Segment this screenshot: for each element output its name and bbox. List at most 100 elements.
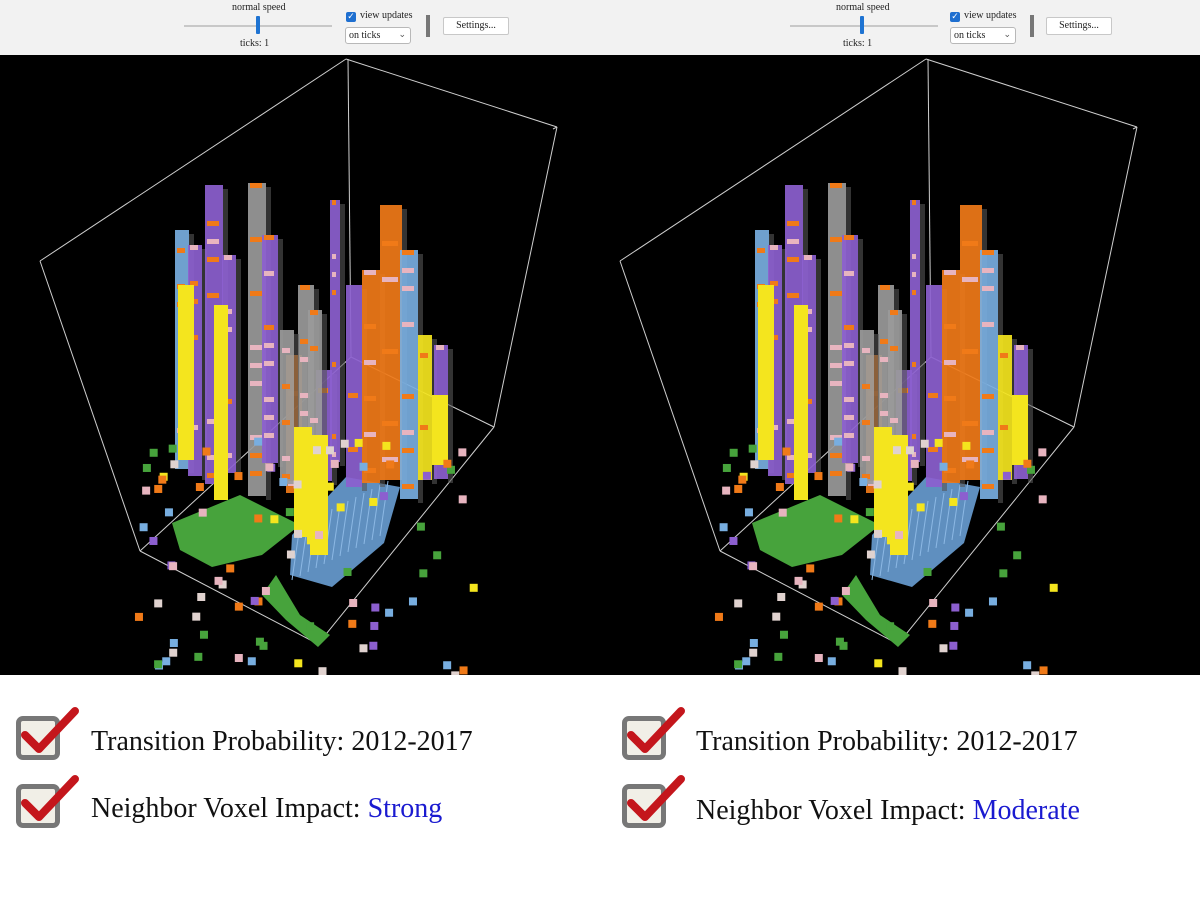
voxel-cell <box>962 349 978 354</box>
voxel-cell <box>169 562 178 571</box>
voxel-cell <box>402 286 414 291</box>
voxel-cell <box>874 529 883 538</box>
ticks-label: ticks: 1 <box>843 38 873 49</box>
voxel-cell <box>1038 495 1047 504</box>
voxel-cell <box>862 456 870 461</box>
voxel-cell <box>224 255 232 260</box>
speed-slider-thumb[interactable] <box>860 16 864 34</box>
checkbox-transition-right[interactable] <box>622 707 685 760</box>
voxel-cell <box>845 463 854 472</box>
voxel-cell <box>949 641 958 650</box>
voxel-cell <box>443 459 452 468</box>
checkbox-neighbor-left[interactable] <box>16 775 79 828</box>
voxel-cell <box>300 411 310 416</box>
voxel-cell <box>835 637 844 646</box>
voxel-cell <box>912 290 916 295</box>
voxel-cell <box>982 250 994 255</box>
legend-row: Neighbor Voxel Impact: Strong Neighbor V… <box>0 775 1200 836</box>
checkmark-icon <box>627 775 685 821</box>
voxel-cell <box>777 592 786 601</box>
voxel-tower-side <box>782 249 787 480</box>
voxel-cell <box>905 446 914 455</box>
voxel-cell <box>402 268 414 273</box>
voxel-cell <box>866 550 875 559</box>
voxel-tower <box>346 285 362 487</box>
checkbox-transition-left[interactable] <box>16 707 79 760</box>
voxel-cell <box>265 463 274 472</box>
voxel-cell <box>734 599 743 608</box>
voxel-cell <box>250 291 262 296</box>
voxel-cell <box>318 667 327 675</box>
view-updates-checkbox[interactable]: ✓ <box>346 12 356 22</box>
voxel-tower-yellow <box>214 305 228 500</box>
voxel-cell <box>270 515 279 524</box>
voxel-cell <box>285 508 294 517</box>
voxel-cell <box>264 361 274 366</box>
voxel-cell <box>364 324 376 329</box>
voxel-cell <box>207 455 219 460</box>
voxel-cell <box>214 576 223 585</box>
voxel-cell <box>142 486 151 495</box>
update-mode-select[interactable]: on ticks ⌄ <box>950 27 1016 44</box>
voxel-tower-yellow <box>890 435 908 555</box>
bounding-box-edge <box>552 126 558 130</box>
speed-slider-thumb[interactable] <box>256 16 260 34</box>
voxel-cell <box>336 503 345 512</box>
settings-button[interactable]: Settings... <box>443 17 509 35</box>
voxel-cell <box>798 580 807 589</box>
checkmark-icon <box>627 707 685 753</box>
voxel-cell <box>844 397 854 402</box>
voxel-cell <box>944 324 956 329</box>
voxel-cell <box>916 503 925 512</box>
voxel-cell <box>830 237 842 242</box>
view-updates-checkbox[interactable]: ✓ <box>950 12 960 22</box>
voxel-tower-yellow <box>432 395 448 465</box>
voxel-cell <box>939 462 948 471</box>
voxel-cell <box>895 531 904 540</box>
voxel-cell <box>944 396 956 401</box>
update-mode-select[interactable]: on ticks ⌄ <box>345 27 411 44</box>
voxel-cell <box>234 602 243 611</box>
voxel-cell <box>929 599 938 608</box>
voxel-cell <box>912 362 916 367</box>
voxel-tower-side <box>448 349 453 483</box>
voxel-cell <box>892 446 901 455</box>
settings-button[interactable]: Settings... <box>1046 17 1112 35</box>
speed-slider[interactable] <box>790 25 938 27</box>
voxel-cell <box>379 492 388 501</box>
voxel-cell <box>982 484 994 489</box>
voxel-cell <box>279 478 288 487</box>
voxel-cell <box>910 459 919 468</box>
voxel-cell <box>402 322 414 327</box>
voxel-cell <box>830 435 842 440</box>
checkmark-icon <box>21 707 79 753</box>
voxel-tower <box>910 200 920 462</box>
voxel-cell <box>951 603 960 612</box>
voxel-cell <box>190 245 198 250</box>
voxel-tower <box>400 250 418 499</box>
voxel-cell <box>920 439 929 448</box>
voxel-cell <box>898 667 907 675</box>
3d-viewport[interactable] <box>0 55 1200 675</box>
voxel-cell <box>748 444 757 453</box>
bounding-box-edge <box>897 426 1075 645</box>
voxel-cell <box>420 353 428 358</box>
voxel-cell <box>944 468 956 473</box>
voxel-cell <box>192 612 201 621</box>
voxel-tower <box>998 335 1012 480</box>
voxel-cell <box>402 448 414 453</box>
voxel-cell <box>714 612 723 621</box>
voxel-cell <box>282 384 290 389</box>
voxel-cell <box>348 393 358 398</box>
voxel-cell <box>343 567 352 576</box>
voxel-ground-green <box>262 575 330 647</box>
voxel-cell <box>300 285 310 290</box>
voxel-cell <box>770 245 778 250</box>
checkbox-neighbor-right[interactable] <box>622 775 685 828</box>
voxel-cell <box>250 183 262 188</box>
voxel-cell <box>982 286 994 291</box>
voxel-tower <box>842 235 858 463</box>
voxel-cell <box>886 536 895 545</box>
voxel-cell <box>332 254 336 259</box>
voxel-cell <box>862 348 870 353</box>
